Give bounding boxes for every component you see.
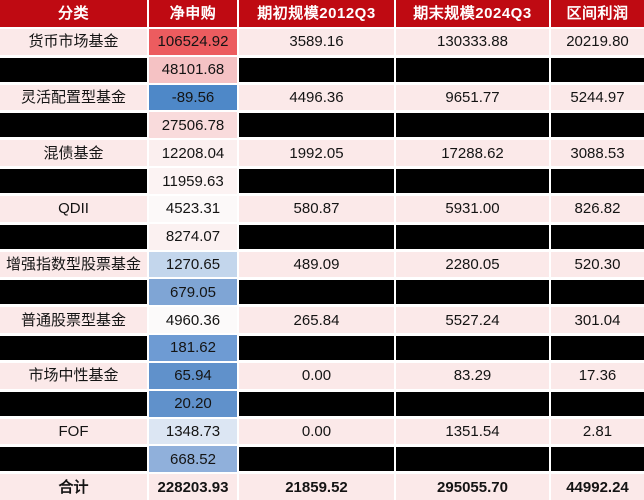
- redacted-bar: [0, 168, 147, 194]
- redacted-bar: [551, 446, 644, 473]
- redacted-bar: [396, 279, 549, 306]
- net-subscription-cell: 4523.31: [149, 195, 237, 222]
- end-scale-cell: 295055.70: [396, 474, 549, 500]
- redacted-bar: [551, 223, 644, 250]
- net-subscription-cell: 11959.63: [149, 168, 237, 194]
- redacted-bar: [239, 56, 394, 83]
- category-cell: 普通股票型基金: [0, 307, 147, 334]
- redacted-bar: [0, 279, 147, 306]
- net-subscription-cell: 4960.36: [149, 307, 237, 334]
- net-subscription-cell: 181.62: [149, 335, 237, 361]
- net-subscription-cell: 48101.68: [149, 56, 237, 83]
- redacted-bar: [396, 446, 549, 473]
- redacted-bar: [551, 112, 644, 139]
- net-subscription-cell: 1270.65: [149, 251, 237, 278]
- end-scale-cell: 130333.88: [396, 29, 549, 55]
- net-subscription-cell: 65.94: [149, 362, 237, 389]
- net-subscription-cell: 8274.07: [149, 223, 237, 250]
- redacted-bar: [396, 112, 549, 139]
- col-header-begin-scale: 期初规模2012Q3: [239, 0, 394, 27]
- col-header-net-subscription: 净申购: [149, 0, 237, 27]
- category-cell: 货币市场基金: [0, 29, 147, 55]
- redacted-bar: [396, 168, 549, 194]
- begin-scale-cell: 1992.05: [239, 140, 394, 167]
- total-label-cell: 合计: [0, 474, 147, 500]
- redacted-bar: [551, 279, 644, 306]
- redacted-bar: [239, 279, 394, 306]
- net-subscription-cell: 27506.78: [149, 112, 237, 139]
- redacted-bar: [396, 223, 549, 250]
- net-subscription-cell: 106524.92: [149, 29, 237, 55]
- redacted-bar: [551, 390, 644, 417]
- redacted-bar: [551, 56, 644, 83]
- redacted-bar: [0, 335, 147, 361]
- begin-scale-cell: 580.87: [239, 195, 394, 222]
- begin-scale-cell: 21859.52: [239, 474, 394, 500]
- redacted-bar: [239, 223, 394, 250]
- category-cell: 灵活配置型基金: [0, 84, 147, 111]
- redacted-bar: [396, 390, 549, 417]
- redacted-bar: [396, 335, 549, 361]
- redacted-bar: [0, 112, 147, 139]
- category-cell: 混债基金: [0, 140, 147, 167]
- profit-cell: 826.82: [551, 195, 644, 222]
- redacted-bar: [551, 335, 644, 361]
- net-subscription-cell: -89.56: [149, 84, 237, 111]
- end-scale-cell: 9651.77: [396, 84, 549, 111]
- redacted-bar: [551, 168, 644, 194]
- redacted-bar: [0, 446, 147, 473]
- net-subscription-cell: 20.20: [149, 390, 237, 417]
- end-scale-cell: 5527.24: [396, 307, 549, 334]
- end-scale-cell: 5931.00: [396, 195, 549, 222]
- redacted-bar: [0, 223, 147, 250]
- net-subscription-cell: 679.05: [149, 279, 237, 306]
- col-header-profit: 区间利润: [551, 0, 644, 27]
- end-scale-cell: 1351.54: [396, 418, 549, 445]
- begin-scale-cell: 0.00: [239, 362, 394, 389]
- profit-cell: 2.81: [551, 418, 644, 445]
- redacted-bar: [396, 56, 549, 83]
- category-cell: 增强指数型股票基金: [0, 251, 147, 278]
- redacted-bar: [0, 56, 147, 83]
- category-cell: 市场中性基金: [0, 362, 147, 389]
- redacted-bar: [239, 335, 394, 361]
- profit-cell: 5244.97: [551, 84, 644, 111]
- redacted-bar: [239, 168, 394, 194]
- net-subscription-cell: 228203.93: [149, 474, 237, 500]
- end-scale-cell: 17288.62: [396, 140, 549, 167]
- end-scale-cell: 83.29: [396, 362, 549, 389]
- profit-cell: 20219.80: [551, 29, 644, 55]
- category-cell: QDII: [0, 195, 147, 222]
- redacted-bar: [239, 112, 394, 139]
- col-header-end-scale: 期末规模2024Q3: [396, 0, 549, 27]
- begin-scale-cell: 265.84: [239, 307, 394, 334]
- col-header-category: 分类: [0, 0, 147, 27]
- net-subscription-cell: 668.52: [149, 446, 237, 473]
- begin-scale-cell: 0.00: [239, 418, 394, 445]
- net-subscription-cell: 12208.04: [149, 140, 237, 167]
- redacted-bar: [0, 390, 147, 417]
- begin-scale-cell: 4496.36: [239, 84, 394, 111]
- category-cell: FOF: [0, 418, 147, 445]
- profit-cell: 520.30: [551, 251, 644, 278]
- end-scale-cell: 2280.05: [396, 251, 549, 278]
- profit-cell: 301.04: [551, 307, 644, 334]
- redacted-bar: [239, 390, 394, 417]
- redacted-bar: [239, 446, 394, 473]
- begin-scale-cell: 3589.16: [239, 29, 394, 55]
- begin-scale-cell: 489.09: [239, 251, 394, 278]
- net-subscription-cell: 1348.73: [149, 418, 237, 445]
- profit-cell: 3088.53: [551, 140, 644, 167]
- profit-cell: 44992.24: [551, 474, 644, 500]
- profit-cell: 17.36: [551, 362, 644, 389]
